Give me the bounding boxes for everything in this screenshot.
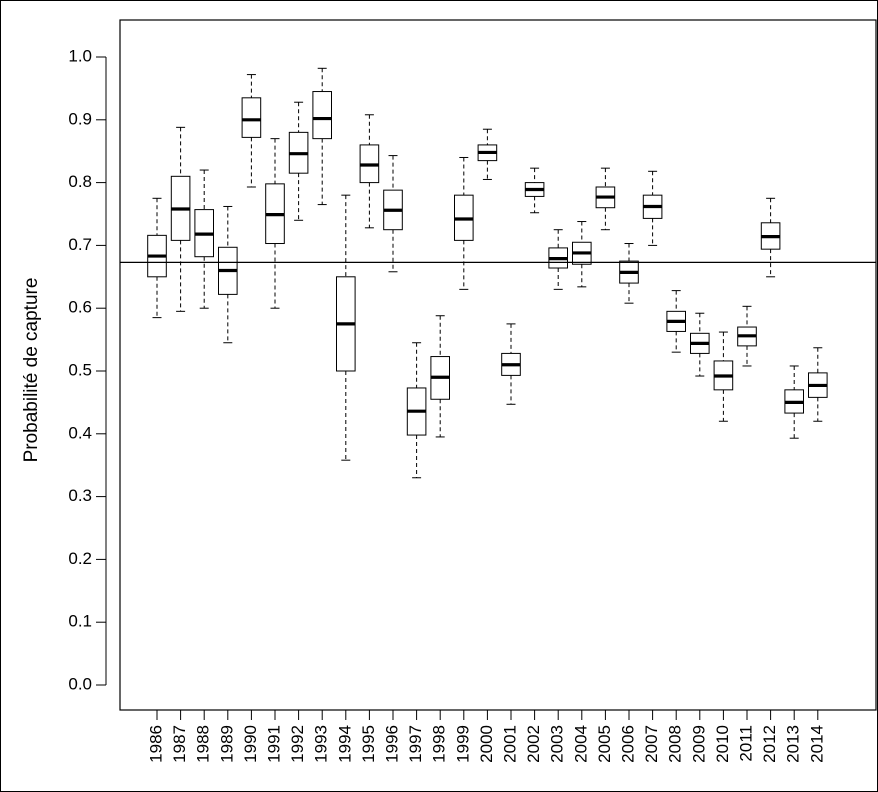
box-2001 [501,323,521,405]
y-tick-label: 0.0 [68,674,92,693]
x-tick-label: 1991 [264,725,283,763]
y-tick-label: 0.9 [68,109,92,128]
box-2011 [737,305,757,367]
box-1990 [241,74,262,188]
box-1997 [406,342,427,479]
x-tick-label: 2004 [571,725,590,763]
box-1987 [170,126,191,312]
x-tick-label: 2012 [760,725,779,763]
x-tick-label: 2005 [595,725,614,763]
box-1998 [430,315,450,438]
y-tick-label: 0.7 [68,235,92,254]
box-1995 [359,114,380,229]
box-2010 [713,331,734,422]
x-axis-ticks: 1986 1987 1988 1989 1990 1991 1992 1993 1994 1995… [146,710,826,763]
x-tick-label: 1993 [312,725,331,763]
x-tick-label: 2000 [477,725,496,763]
x-tick-label: 2011 [736,725,755,762]
x-tick-label: 1992 [288,725,307,763]
box-1992 [288,101,309,221]
box-1999 [454,156,474,290]
box-1991 [265,138,285,309]
x-tick-label: 2013 [784,725,803,763]
x-tick-label: 1997 [406,725,425,763]
box-2003 [548,229,569,290]
x-tick-label: 1999 [453,725,472,763]
y-tick-label: 0.2 [68,549,92,568]
x-tick-label: 1986 [146,725,165,763]
y-tick-label: 0.5 [68,360,92,379]
y-axis-title: Probabilité de capture [21,278,42,463]
box-1989 [218,205,238,344]
x-tick-label: 2014 [807,725,826,763]
x-tick-label: 2002 [524,725,543,763]
box-1993 [312,67,332,206]
x-tick-label: 2006 [618,725,637,763]
x-tick-label: 1989 [217,725,236,763]
y-tick-label: 0.4 [68,423,92,442]
plot-frame [119,19,877,711]
box-2009 [690,312,710,377]
iqr-box [312,91,332,140]
box-2002 [524,167,545,214]
box-2004 [572,221,592,288]
box-2014 [808,347,828,422]
x-tick-label: 1994 [335,725,354,763]
x-tick-label: 2007 [642,725,661,763]
x-tick-label: 2001 [500,725,519,763]
y-tick-label: 1.0 [68,46,92,65]
x-tick-label: 2009 [689,725,708,763]
x-tick-label: 2003 [548,725,567,763]
y-tick-label: 0.3 [68,486,92,505]
y-tick-label: 0.8 [68,172,92,191]
y-tick-label: 0.6 [68,298,92,317]
x-tick-label: 2008 [666,725,685,763]
x-tick-label: 2010 [713,725,732,763]
box-1988 [194,169,214,309]
x-tick-label: 1987 [170,725,189,763]
box-2000 [477,128,498,180]
box-1996 [383,155,403,273]
x-tick-label: 1998 [430,725,449,763]
box-2012 [760,197,781,278]
x-tick-label: 1995 [359,725,378,763]
box-series [147,67,828,479]
x-tick-label: 1990 [241,725,260,763]
iqr-box [241,97,262,138]
box-2008 [666,290,687,353]
box-2013 [784,365,805,439]
box-2007 [642,170,663,246]
y-tick-label: 0.1 [68,612,92,631]
y-axis-ticks: 0.0 0.1 0.2 0.3 0.4 0.5 0.6 0.7 0.8 0.9 1.0 [68,46,106,693]
box-1986 [147,197,167,319]
box-1994 [336,194,356,461]
box-2006 [619,243,639,304]
x-tick-label: 1996 [382,725,401,763]
box-2005 [595,167,616,231]
x-tick-label: 1988 [194,725,213,763]
